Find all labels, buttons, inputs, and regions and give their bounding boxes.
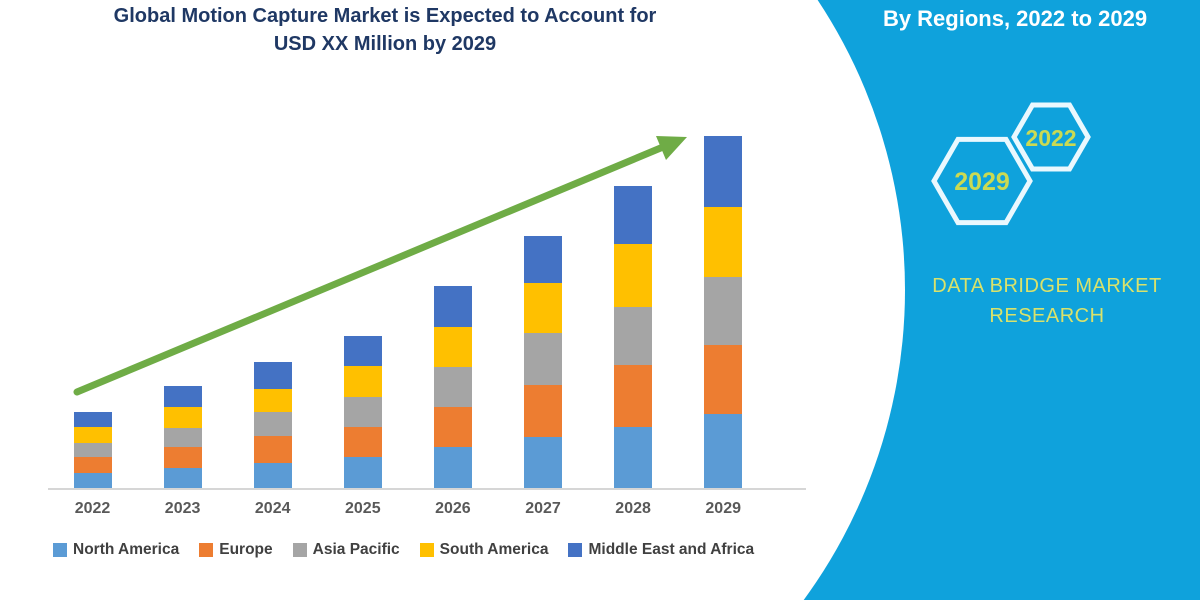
bar-segment-south-america-2026 [433,327,472,367]
bar-segment-asia-pacific-2029 [704,277,743,345]
legend-label: Middle East and Africa [588,541,755,558]
bar-column-2028 [614,186,653,488]
x-axis-label-2026: 2026 [435,500,471,517]
bar-segment-asia-pacific-2024 [253,412,292,436]
legend-item-north-america: North America [53,541,179,559]
bar-segment-north-america-2025 [343,457,382,488]
x-axis-label-2028: 2028 [615,500,651,517]
legend-item-middle-east-and-africa: Middle East and Africa [568,541,754,559]
bar-segment-asia-pacific-2028 [614,307,653,365]
hexagon-2029-label: 2029 [954,168,1010,196]
x-axis-label-2027: 2027 [525,500,561,517]
hexagon-2022-shape [1011,102,1091,172]
bar-column-2025 [343,336,382,488]
bar-segment-south-america-2022 [73,427,112,443]
bar-segment-europe-2029 [704,345,743,414]
bar-segment-asia-pacific-2022 [73,443,112,457]
bar-segment-middle-east-and-africa-2029 [704,136,743,207]
bar-segment-middle-east-and-africa-2027 [524,236,562,283]
bar-segment-europe-2028 [614,365,653,427]
legend-label: Asia Pacific [312,541,400,558]
chart-title-line-2: USD XX Million by 2029 [273,33,497,55]
bar-segment-south-america-2029 [704,207,743,277]
bar-column-2027 [524,236,562,488]
bar-segment-north-america-2027 [524,437,562,488]
legend-label: South America [439,541,549,558]
bar-column-2026 [433,286,472,488]
hexagon-2022-label: 2022 [1025,125,1076,151]
bar-segment-north-america-2024 [253,463,292,488]
plot-area: 2022 2023 2024 2025 2026 2027 2028 2029 [73,136,743,517]
bar-segment-north-america-2028 [614,427,653,488]
legend-swatch [53,543,67,557]
bar-segment-north-america-2022 [73,473,112,488]
bar-segment-europe-2023 [163,447,202,468]
brand-line-2: RESEARCH [989,305,1105,327]
bar-segment-north-america-2026 [433,447,472,488]
chart-legend: North America Europe Asia Pacific South Ame… [53,541,754,559]
hexagon-badges: 2022 2029 [931,102,1091,226]
x-axis-label-2025: 2025 [345,500,381,517]
bar-column-2023 [163,386,202,488]
brand-line-1: DATA BRIDGE MARKET [932,275,1162,297]
bar-column-2024 [253,362,292,488]
x-axis-label-2023: 2023 [164,500,201,517]
bar-segment-middle-east-and-africa-2026 [433,286,472,327]
bar-segment-asia-pacific-2026 [433,367,472,407]
bar-column-2022 [73,412,112,488]
legend-label: Europe [219,541,273,558]
x-axis-label-2022: 2022 [74,500,111,517]
x-axis-label-2024: 2024 [254,500,291,517]
bar-segment-europe-2027 [524,385,562,437]
bar-segment-middle-east-and-africa-2025 [343,336,382,366]
x-axis-label-2029: 2029 [705,500,741,517]
bar-segment-middle-east-and-africa-2022 [73,412,112,427]
legend-item-europe: Europe [199,541,273,559]
bar-segment-middle-east-and-africa-2024 [253,362,292,389]
legend-swatch [568,543,583,557]
chart-title-line-1: Global Motion Capture Market is Expected… [113,5,657,27]
panel-title: By Regions, 2022 to 2029 [882,6,1148,31]
hexagon-2029-shape [931,136,1033,226]
bar-segment-asia-pacific-2025 [343,397,382,427]
bar-segment-europe-2025 [343,427,382,457]
legend-swatch [292,543,307,557]
bar-segment-south-america-2025 [343,366,382,397]
bar-segment-middle-east-and-africa-2023 [163,386,202,407]
bar-segment-europe-2022 [73,457,112,473]
bar-segment-europe-2024 [253,436,292,463]
legend-swatch [419,543,434,557]
legend-item-south-america: South America [419,541,549,559]
legend-item-asia-pacific: Asia Pacific [292,541,400,559]
chart-title: Global Motion Capture Market is Expected… [50,2,720,58]
brand-wordmark: DATA BRIDGE MARKET RESEARCH [892,271,1200,331]
bar-segment-south-america-2027 [524,283,562,333]
bar-segment-north-america-2023 [163,468,202,488]
bar-segment-europe-2026 [433,407,472,447]
bar-column-2029 [704,136,743,488]
bar-segment-north-america-2029 [704,414,743,488]
x-axis-line [48,488,806,490]
bar-segment-asia-pacific-2023 [163,428,202,447]
bar-segment-south-america-2024 [253,389,292,412]
bar-segment-south-america-2028 [614,244,653,307]
legend-label: North America [73,541,180,558]
legend-swatch [199,543,214,557]
bar-segment-south-america-2023 [163,407,202,428]
bar-segment-asia-pacific-2027 [524,333,562,385]
bar-segment-middle-east-and-africa-2028 [614,186,653,244]
